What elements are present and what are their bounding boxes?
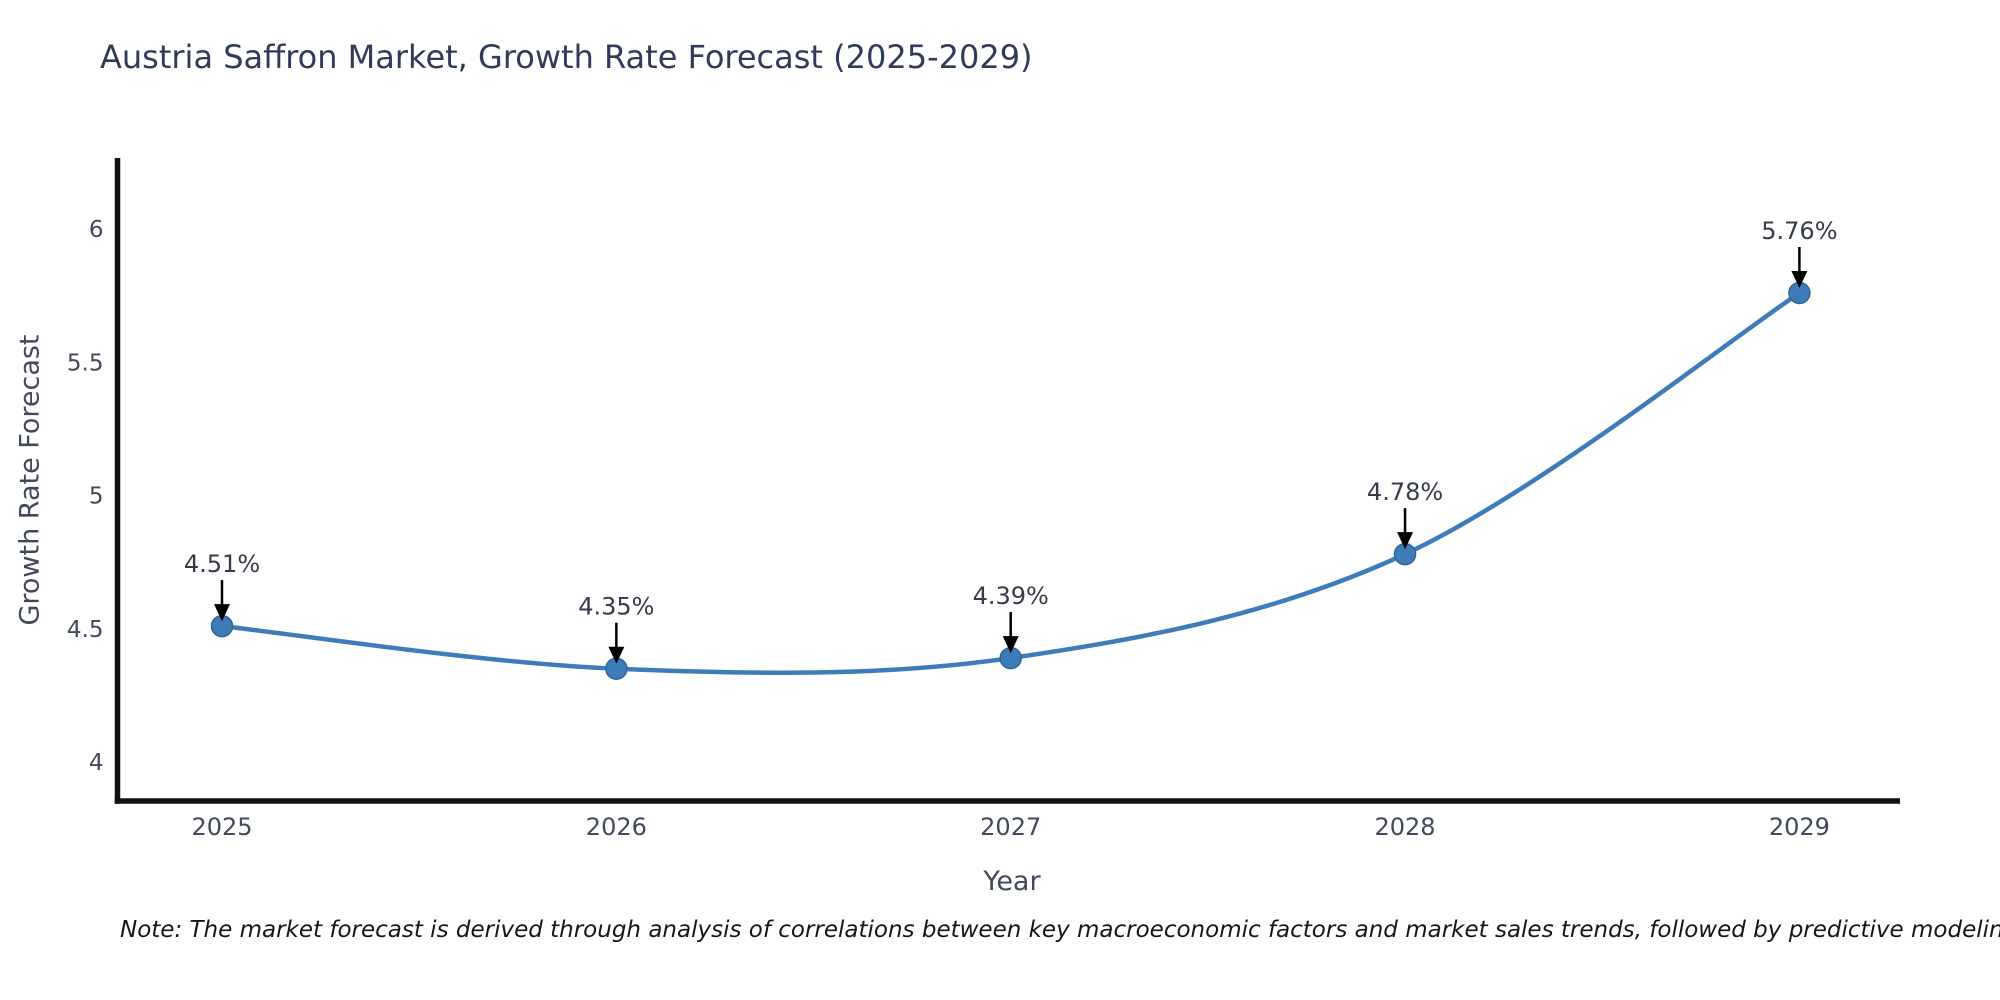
data-point-label: 4.51% (184, 550, 260, 578)
chart-title: Austria Saffron Market, Growth Rate Fore… (100, 38, 1033, 76)
y-tick-label: 4 (89, 750, 104, 776)
annotation-arrow-head (608, 646, 625, 664)
y-tick-label: 5 (89, 484, 104, 510)
y-tick-label: 5.5 (67, 350, 104, 376)
y-tick-label: 6 (89, 217, 104, 243)
x-tick-label: 2025 (191, 813, 252, 841)
x-axis-title: Year (983, 866, 1041, 897)
annotation-arrow-head (1791, 270, 1808, 288)
x-tick-label: 2026 (586, 813, 647, 841)
data-point-label: 4.39% (973, 582, 1049, 610)
x-tick-label: 2028 (1375, 813, 1436, 841)
annotation-arrow-head (1002, 636, 1019, 654)
annotation-arrow-head (1397, 532, 1414, 550)
data-point-label: 4.78% (1367, 478, 1443, 506)
x-tick-label: 2027 (980, 813, 1041, 841)
y-tick-label: 4.5 (67, 617, 104, 643)
x-tick-label: 2029 (1769, 813, 1830, 841)
data-point-label: 4.35% (578, 593, 654, 621)
y-axis-title: Growth Rate Forecast (14, 334, 46, 626)
data-point-label: 5.76% (1761, 217, 1837, 245)
footnote-text: Note: The market forecast is derived thr… (120, 917, 2000, 943)
annotation-arrow-head (214, 604, 230, 622)
